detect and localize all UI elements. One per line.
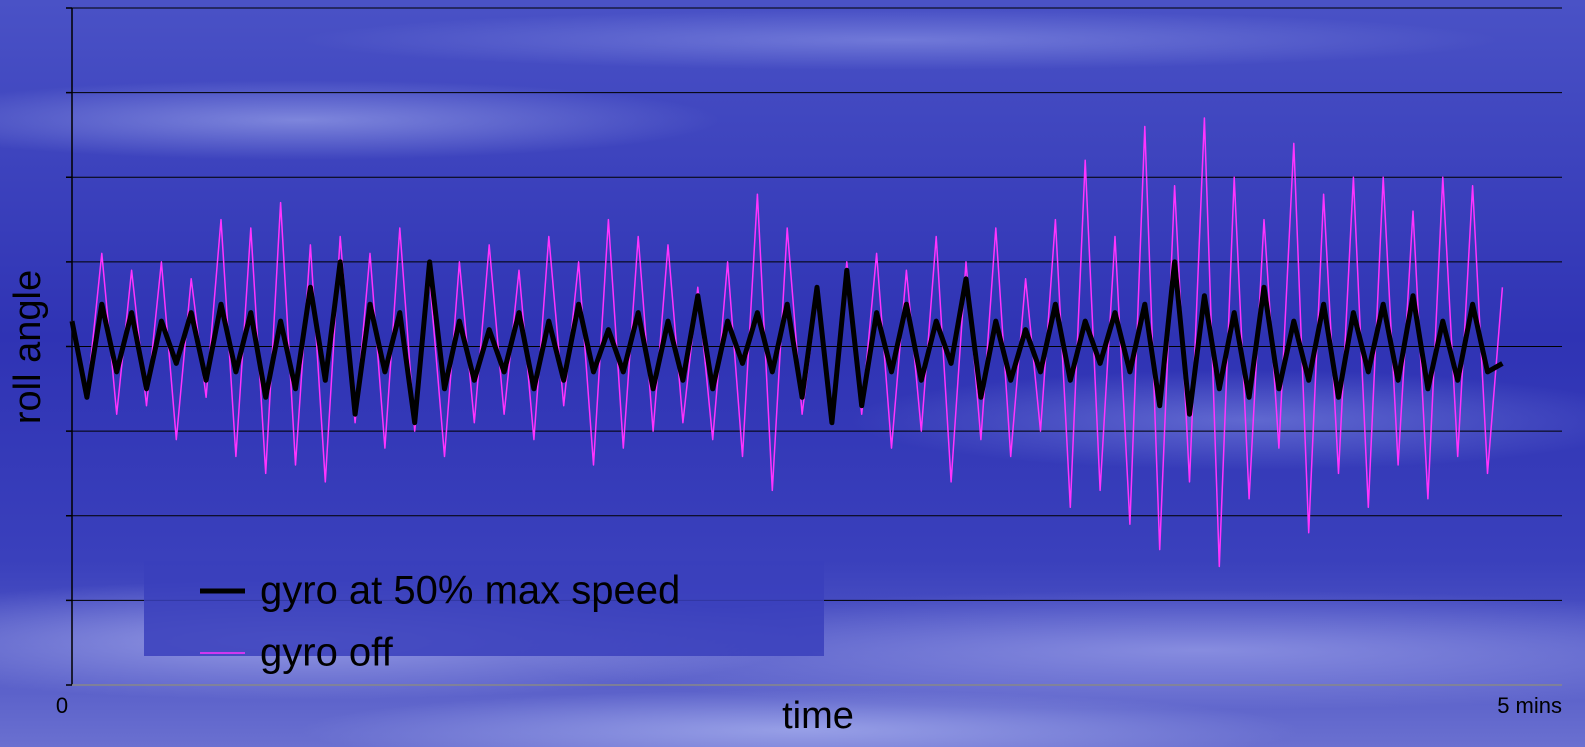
y-axis-label: roll angle (7, 270, 49, 424)
legend-label: gyro at 50% max speed (260, 569, 680, 613)
legend-label: gyro off (260, 631, 394, 675)
x-axis-label: time (782, 695, 854, 737)
x-tick-label: 5 mins (1497, 693, 1562, 718)
x-tick-label: 0 (56, 693, 68, 718)
legend-box (144, 561, 824, 656)
series-line (69, 259, 1504, 426)
series-line (71, 117, 1504, 568)
